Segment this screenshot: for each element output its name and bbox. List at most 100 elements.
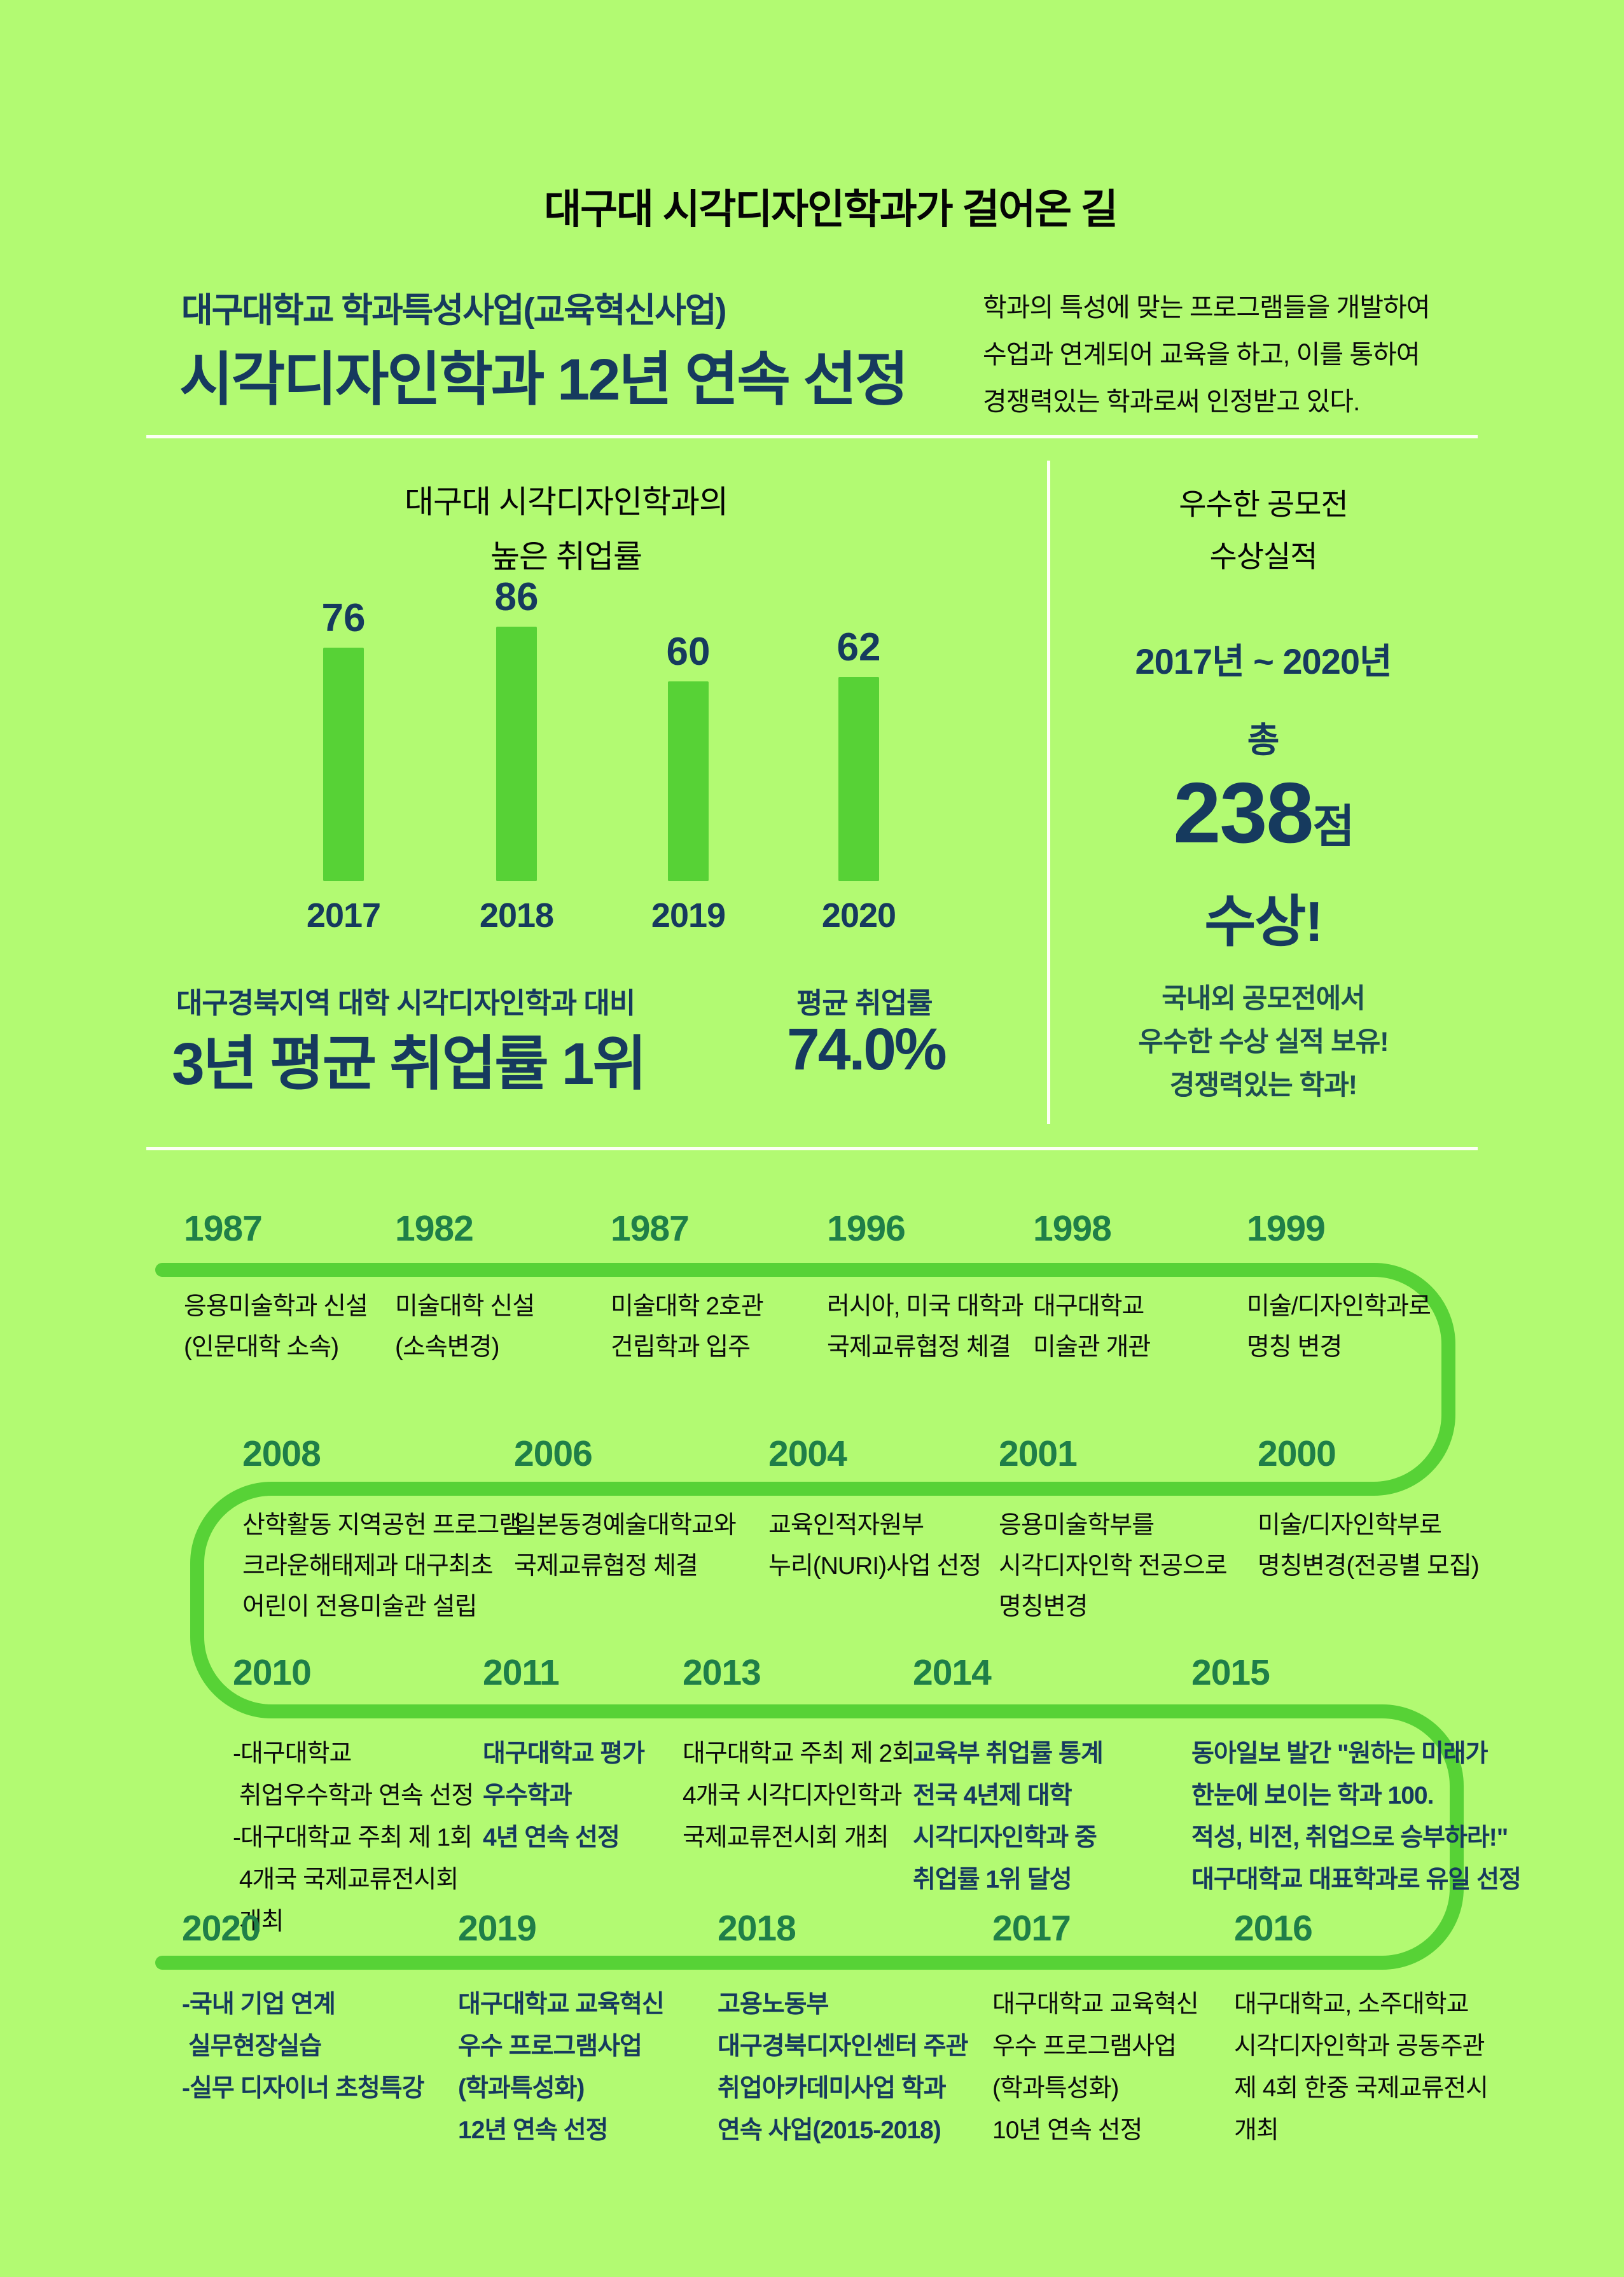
timeline-entry-line: 연속 사업(2015-2018)	[718, 2117, 941, 2144]
timeline-entry-line: 10년 연속 선정	[992, 2117, 1142, 2144]
timeline-entry-line: 시각디자인학 전공으로	[999, 1552, 1228, 1580]
timeline-entry-line: 국제교류협정 체결	[514, 1552, 698, 1580]
timeline-year-1996: 1996	[827, 1208, 906, 1249]
page-title: 대구대 시각디자인학과가 걸어온 길	[544, 186, 1118, 232]
timeline-year-2006: 2006	[514, 1433, 593, 1474]
bar-2017	[323, 648, 364, 881]
timeline-year-2014: 2014	[913, 1652, 992, 1693]
timeline-year-2000: 2000	[1258, 1433, 1336, 1474]
timeline-entry-desc: 대구대학교 교육혁신 우수 프로그램사업 (학과특성화) 12년 연속 선정	[458, 1984, 665, 2152]
timeline-entry-line: 누리(NURI)사업 선정	[768, 1552, 982, 1580]
timeline-entry-line: 대구대학교 대표학과로 유일 선정	[1191, 1866, 1522, 1893]
timeline-entry-line: 명칭변경(전공별 모집)	[1258, 1552, 1480, 1580]
timeline-entry-line: 크라운해태제과 대구최초	[242, 1552, 494, 1580]
awards-suffix: 수상!	[1204, 890, 1323, 953]
timeline-year-1987: 1987	[184, 1208, 263, 1249]
timeline-entry-desc: 미술/디자인학과로 명칭 변경	[1247, 1286, 1431, 1368]
timeline-entry-line: 개최	[1234, 2117, 1279, 2144]
timeline-entry-line: (학과특성화)	[992, 2075, 1119, 2102]
timeline-entry-line: 적성, 비전, 취업으로 승부하라!"	[1191, 1824, 1508, 1851]
stat-right-value: 74.0%	[787, 1016, 947, 1082]
timeline-year-2017: 2017	[992, 1908, 1071, 1949]
bar-2018	[496, 627, 537, 881]
timeline-year-2010: 2010	[233, 1652, 312, 1693]
bar-2020	[838, 677, 879, 881]
awards-total-unit: 점	[1312, 802, 1355, 853]
stat-left-caption: 대구경북지역 대학 시각디자인학과 대비	[176, 987, 635, 1019]
timeline-entry-desc: 산학활동 지역공헌 프로그램 크라운해태제과 대구최초 어린이 전용미술관 설립	[242, 1505, 522, 1627]
timeline-entry-line: 미술관 개관	[1033, 1333, 1151, 1361]
header-description: 학과의 특성에 맞는 프로그램들을 개발하여 수업과 연계되어 교육을 하고, …	[983, 284, 1431, 425]
timeline-year-2013: 2013	[683, 1652, 761, 1693]
chart-title-line1: 대구대 시각디자인학과의	[405, 484, 728, 520]
bar-value-label: 62	[836, 625, 881, 669]
timeline-entry-line: 개최	[233, 1908, 284, 1935]
timeline-entry-line: 시각디자인학과 중	[913, 1824, 1097, 1851]
timeline-entry-line: 4년 연속 선정	[483, 1824, 620, 1851]
middle-horizontal-divider	[146, 1147, 1478, 1150]
timeline-entry-line: 미술/디자인학부로	[1258, 1512, 1442, 1539]
timeline-entry-line: (인문대학 소속)	[184, 1333, 339, 1361]
bar-value-label: 86	[494, 575, 539, 619]
timeline-entry-line: 건립학과 입주	[611, 1333, 751, 1361]
timeline-entry-line: 명칭 변경	[1247, 1333, 1342, 1361]
timeline-year-1982: 1982	[395, 1208, 474, 1249]
timeline-entry-line: 대구대학교 주최 제 2회	[683, 1740, 915, 1767]
awards-heading-line1: 우수한 공모전	[1179, 487, 1349, 521]
bar-2019	[668, 681, 709, 881]
bar-value-label: 76	[321, 596, 366, 640]
header-description-line1: 학과의 특성에 맞는 프로그램들을 개발하여	[983, 293, 1431, 322]
timeline-entry-line: 응용미술학과 신설	[184, 1293, 368, 1320]
timeline-entry-line: 취업아카데미사업 학과	[718, 2075, 947, 2102]
timeline-entry-desc: 미술대학 신설 (소속변경)	[395, 1286, 535, 1368]
timeline-entry-line: 고용노동부	[718, 1991, 829, 2018]
timeline-year-2016: 2016	[1234, 1908, 1313, 1949]
timeline-entry-line: 우수 프로그램사업	[458, 2033, 642, 2060]
timeline-entry-line: 우수학과	[483, 1782, 573, 1809]
timeline-entry-line: 대구경북디자인센터 주관	[718, 2033, 969, 2060]
awards-footer-line2: 우수한 수상 실적 보유!	[1138, 1027, 1389, 1057]
chart-title-line2: 높은 취업률	[490, 539, 642, 574]
timeline-entry-line: 제 4회 한중 국제교류전시	[1234, 2075, 1489, 2102]
awards-heading-line2: 수상실적	[1209, 540, 1318, 573]
stat-right-caption: 평균 취업률	[796, 987, 933, 1019]
awards-footer: 국내외 공모전에서 우수한 수상 실적 보유! 경쟁력있는 학과!	[1050, 977, 1477, 1107]
timeline-entry-line: 한눈에 보이는 학과 100.	[1191, 1782, 1434, 1809]
timeline-entry-desc: 미술대학 2호관 건립학과 입주	[611, 1286, 764, 1368]
timeline-year-2015: 2015	[1191, 1652, 1270, 1693]
timeline-entry-line: 국제교류협정 체결	[827, 1333, 1011, 1361]
timeline-entry-line: 산학활동 지역공헌 프로그램	[242, 1512, 522, 1539]
awards-total-label: 총	[1247, 720, 1280, 760]
timeline-entry-line: (학과특성화)	[458, 2075, 585, 2102]
timeline-entry-line: 교육인적자원부	[768, 1512, 924, 1539]
timeline-entry-desc: 응용미술학과 신설 (인문대학 소속)	[184, 1286, 368, 1368]
timeline-entry-line: -국내 기업 연계	[182, 1991, 336, 2018]
timeline-entry-line: 러시아, 미국 대학과	[827, 1293, 1024, 1320]
timeline-entry-line: 4개국 국제교류전시회	[233, 1866, 459, 1893]
timeline-year-2019: 2019	[458, 1908, 537, 1949]
vertical-divider	[1047, 461, 1050, 1124]
timeline-entry-line: 일본동경예술대학교와	[514, 1512, 737, 1539]
timeline-entry-line: 취업우수학과 연속 선정	[233, 1782, 474, 1809]
bar-year-label: 2017	[306, 896, 381, 935]
timeline-entry-desc: 응용미술학부를 시각디자인학 전공으로 명칭변경	[999, 1505, 1228, 1627]
timeline-entry-desc: 대구대학교, 소주대학교 시각디자인학과 공동주관 제 4회 한중 국제교류전시 개최	[1234, 1984, 1489, 2152]
timeline-entry-line: 대구대학교 교육혁신	[458, 1991, 665, 2018]
timeline-entry-line: -실무 디자이너 초청특강	[182, 2075, 424, 2102]
timeline-entry-line: 동아일보 발간 "원하는 미래가	[1191, 1740, 1489, 1767]
timeline-year-1987: 1987	[611, 1208, 690, 1249]
timeline-entry-line: 응용미술학부를	[999, 1512, 1155, 1539]
awards-footer-line1: 국내외 공모전에서	[1162, 984, 1365, 1014]
awards-total-number: 238	[1173, 765, 1314, 861]
timeline-entry-line: -대구대학교 주최 제 1회	[233, 1824, 473, 1851]
awards-heading: 우수한 공모전 수상실적	[1050, 478, 1477, 583]
timeline-entry-desc: 대구대학교 미술관 개관	[1033, 1286, 1151, 1368]
bar-year-label: 2019	[651, 896, 726, 935]
timeline-entry-line: 실무현장실습	[182, 2033, 322, 2060]
timeline-entry-line: (소속변경)	[395, 1333, 500, 1361]
timeline-entry-line: 4개국 시각디자인학과	[683, 1782, 902, 1809]
stat-left-value: 3년 평균 취업률 1위	[172, 1031, 647, 1097]
